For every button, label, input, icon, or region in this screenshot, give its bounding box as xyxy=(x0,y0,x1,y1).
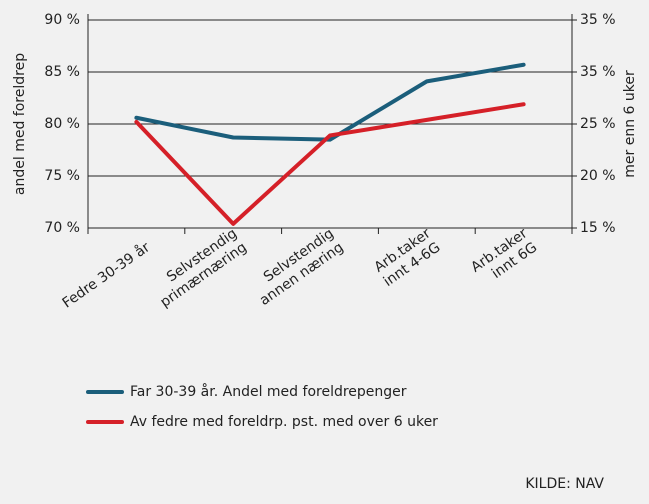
y-tick-label: 75 % xyxy=(44,168,80,184)
legend-label: Av fedre med foreldrp. pst. med over 6 u… xyxy=(130,414,438,430)
y2-tick-label: 20 % xyxy=(580,168,616,184)
series-line xyxy=(134,62,526,142)
y2-tick-label: 15 % xyxy=(580,220,616,236)
y2-tick-label: 35 % xyxy=(580,64,616,80)
y-tick-label: 90 % xyxy=(44,12,80,28)
y2-tick-label: 35 % xyxy=(580,12,616,28)
y2-axis-label: mer enn 6 uker xyxy=(622,70,638,178)
y-tick-label: 85 % xyxy=(44,64,80,80)
y-tick-label: 70 % xyxy=(44,220,80,236)
series-line xyxy=(134,102,526,226)
legend-label: Far 30-39 år. Andel med foreldrepenger xyxy=(130,383,407,400)
y-axis-label: andel med foreldrep xyxy=(12,53,28,195)
source: KILDE: NAV xyxy=(525,476,604,492)
y-tick-label: 80 % xyxy=(44,116,80,132)
y2-tick-label: 25 % xyxy=(580,116,616,132)
